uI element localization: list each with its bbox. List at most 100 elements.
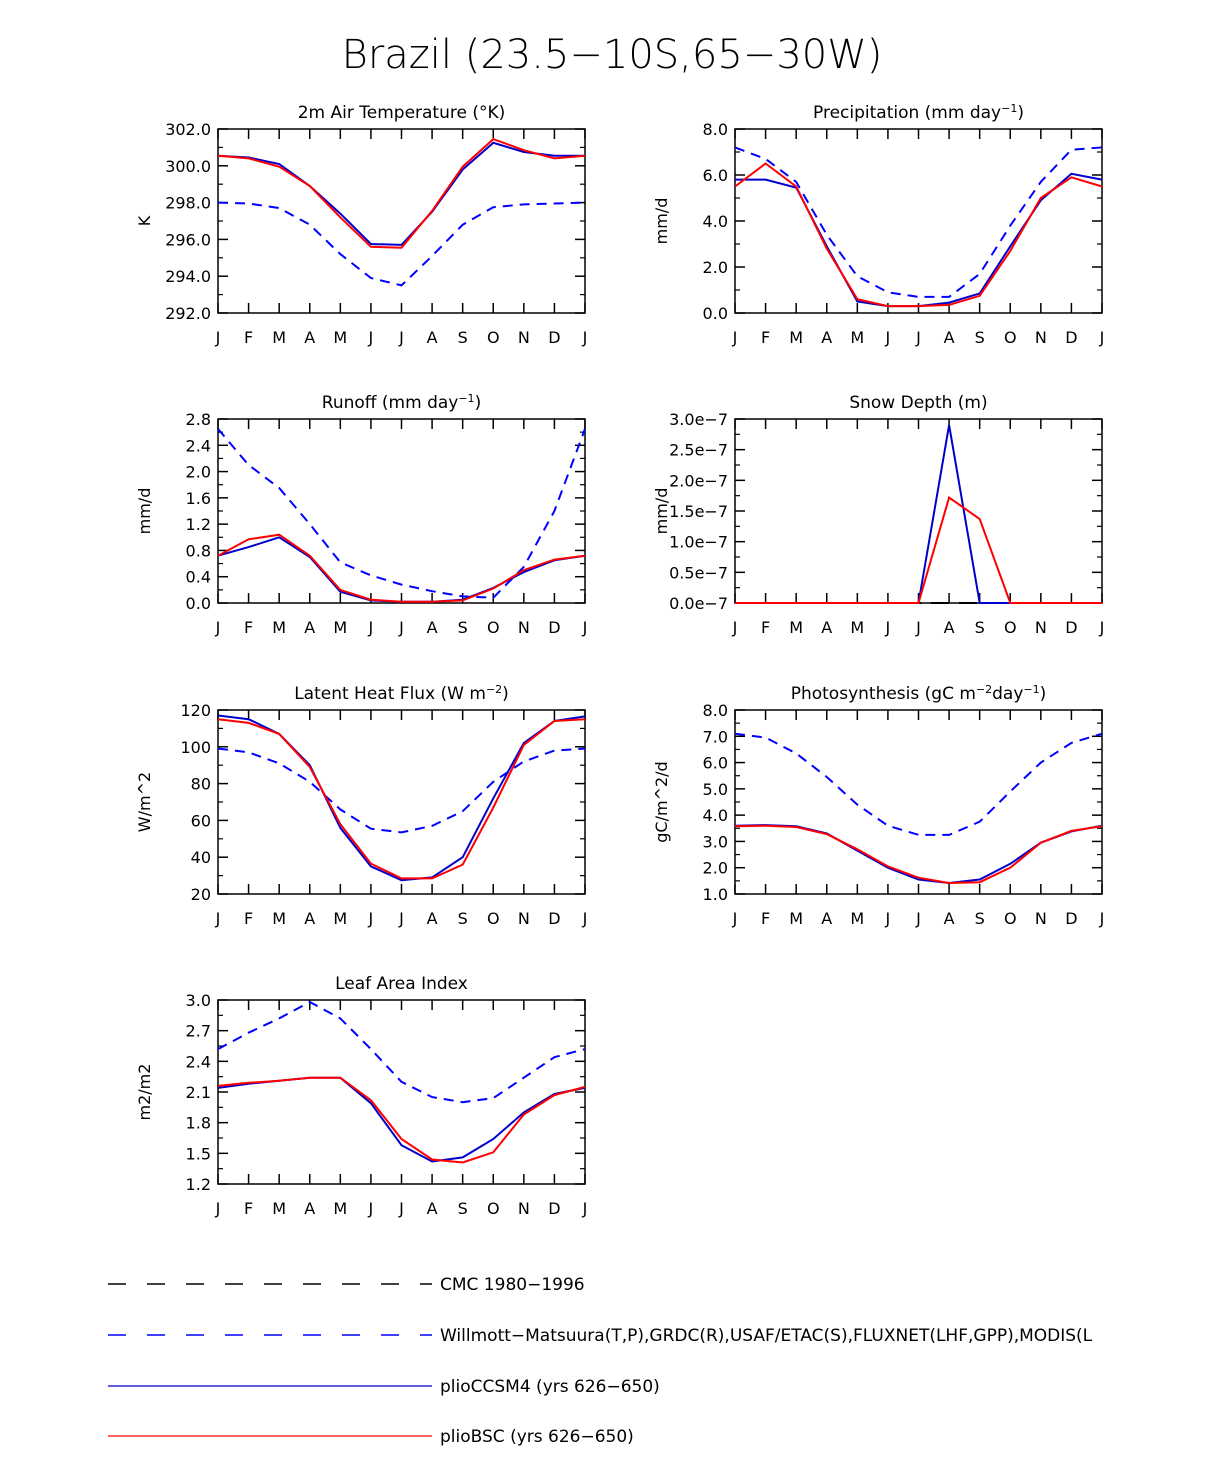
panel-title: Latent Heat Flux (W m−2) bbox=[294, 683, 509, 705]
x-tick-label: A bbox=[304, 909, 315, 928]
y-tick-label: 1.0e−7 bbox=[669, 533, 728, 552]
y-tick-label: 294.0 bbox=[165, 267, 211, 286]
series-line-ccsm bbox=[217, 536, 586, 603]
x-tick-label: A bbox=[944, 618, 955, 637]
x-tick-label: A bbox=[427, 328, 438, 347]
x-tick-label: J bbox=[885, 909, 891, 928]
x-tick-label: O bbox=[487, 618, 500, 637]
y-tick-label: 2.7 bbox=[186, 1022, 211, 1041]
x-tick-label: S bbox=[458, 618, 468, 637]
x-tick-label: F bbox=[761, 909, 770, 928]
figure-title: Brazil (23.5−10S,65−30W) bbox=[342, 32, 883, 78]
x-tick-label: A bbox=[821, 618, 832, 637]
y-tick-label: 1.6 bbox=[186, 489, 211, 508]
y-tick-label: 3.0e−7 bbox=[669, 410, 728, 429]
x-tick-label: A bbox=[304, 618, 315, 637]
x-tick-label: J bbox=[1099, 909, 1105, 928]
series-line-obs bbox=[217, 1000, 586, 1104]
y-tick-label: 4.0 bbox=[703, 806, 728, 825]
x-tick-label: D bbox=[1065, 618, 1077, 637]
plot-frame bbox=[734, 418, 1103, 604]
series-line-bsc bbox=[734, 824, 1103, 885]
x-tick-label: J bbox=[732, 328, 738, 347]
series-line-bsc bbox=[217, 718, 586, 880]
x-tick-label: N bbox=[518, 1199, 530, 1218]
x-tick-label: D bbox=[1065, 328, 1077, 347]
y-tick-label: 292.0 bbox=[165, 304, 211, 323]
y-tick-label: 1.2 bbox=[186, 1175, 211, 1194]
y-tick-label: 2.0 bbox=[703, 258, 728, 277]
x-tick-label: N bbox=[518, 328, 530, 347]
x-tick-label: M bbox=[789, 618, 803, 637]
x-tick-label: A bbox=[944, 909, 955, 928]
panel-6: J F M A M J J A S O N D J1.02.03.04.05.06.07.08.0gC/… bbox=[652, 683, 1104, 929]
x-tick-label: O bbox=[487, 328, 500, 347]
x-tick-label: D bbox=[548, 618, 560, 637]
x-tick-label: M bbox=[272, 909, 286, 928]
plot-frame bbox=[734, 709, 1103, 895]
x-tick-label: M bbox=[333, 328, 347, 347]
y-tick-label: 0.4 bbox=[186, 568, 211, 587]
x-tick-label: J bbox=[582, 1199, 588, 1218]
series-line-obs bbox=[217, 428, 586, 599]
y-tick-label: 80 bbox=[191, 775, 211, 794]
y-axis-label: mm/d bbox=[652, 488, 671, 535]
y-tick-label: 8.0 bbox=[703, 120, 728, 139]
y-tick-label: 0.0 bbox=[703, 304, 728, 323]
x-tick-label: J bbox=[398, 328, 404, 347]
x-tick-label: S bbox=[458, 328, 468, 347]
x-tick-label: F bbox=[761, 618, 770, 637]
y-tick-label: 7.0 bbox=[703, 727, 728, 746]
series-line-bsc bbox=[217, 1076, 586, 1164]
panel-title: Leaf Area Index bbox=[335, 974, 468, 994]
x-tick-label: D bbox=[548, 328, 560, 347]
x-tick-label: F bbox=[244, 909, 253, 928]
series-line-bsc bbox=[735, 495, 1102, 604]
y-tick-label: 0.8 bbox=[186, 541, 211, 560]
x-tick-label: J bbox=[398, 1199, 404, 1218]
x-tick-label: S bbox=[458, 1199, 468, 1218]
x-tick-label: O bbox=[1004, 909, 1017, 928]
x-tick-label: A bbox=[427, 618, 438, 637]
x-tick-label: J bbox=[732, 618, 738, 637]
y-tick-label: 120 bbox=[180, 701, 211, 720]
series-line-obs bbox=[217, 201, 586, 287]
x-tick-label: J bbox=[1099, 618, 1105, 637]
series-line-bsc bbox=[217, 137, 586, 249]
y-tick-label: 20 bbox=[191, 885, 211, 904]
y-tick-label: 1.5 bbox=[186, 1144, 211, 1163]
x-tick-label: D bbox=[548, 909, 560, 928]
x-tick-label: J bbox=[215, 909, 221, 928]
x-tick-label: J bbox=[215, 1199, 221, 1218]
x-tick-label: J bbox=[582, 909, 588, 928]
x-tick-label: D bbox=[1065, 909, 1077, 928]
x-tick-label: S bbox=[458, 909, 468, 928]
y-tick-label: 60 bbox=[191, 811, 211, 830]
x-tick-label: J bbox=[732, 909, 738, 928]
panel-1: J F M A M J J A S O N D J292.0294.0296.0298.0300.030… bbox=[135, 103, 587, 347]
panel-4: J F M A M J J A S O N D J0.0e−70.5e−71.0e−71.5e−72.0… bbox=[652, 393, 1104, 637]
x-tick-label: M bbox=[333, 909, 347, 928]
x-tick-label: M bbox=[272, 618, 286, 637]
x-tick-label: A bbox=[427, 909, 438, 928]
x-tick-label: M bbox=[789, 909, 803, 928]
x-tick-label: J bbox=[215, 328, 221, 347]
panel-7: J F M A M J J A S O N D J1.21.51.82.12.42.73.0m2/m2L… bbox=[135, 974, 587, 1218]
x-tick-label: N bbox=[1035, 909, 1047, 928]
x-tick-label: A bbox=[427, 1199, 438, 1218]
series-line-ccsm bbox=[217, 1076, 586, 1163]
y-tick-label: 2.8 bbox=[186, 410, 211, 429]
series-line-obs bbox=[734, 732, 1103, 836]
x-tick-label: J bbox=[368, 618, 374, 637]
series-line-obs bbox=[217, 747, 586, 834]
x-tick-label: J bbox=[1099, 328, 1105, 347]
y-axis-label: K bbox=[135, 215, 154, 226]
x-tick-label: A bbox=[944, 328, 955, 347]
legend-label-obs: Willmott−Matsuura(T,P),GRDC(R),USAF/ETAC… bbox=[440, 1326, 1093, 1346]
x-tick-label: S bbox=[975, 618, 985, 637]
y-tick-label: 1.0 bbox=[703, 885, 728, 904]
plot-frame bbox=[734, 128, 1103, 314]
y-tick-label: 2.5e−7 bbox=[669, 441, 728, 460]
y-tick-label: 0.0 bbox=[186, 594, 211, 613]
